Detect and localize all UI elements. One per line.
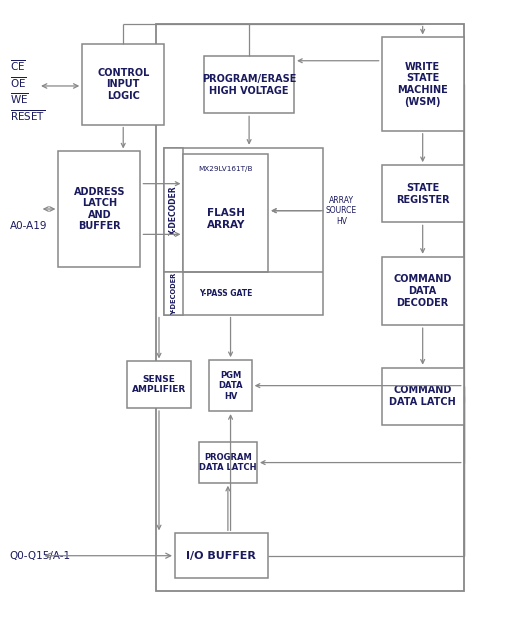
FancyBboxPatch shape	[382, 368, 464, 425]
FancyBboxPatch shape	[127, 361, 191, 408]
FancyBboxPatch shape	[82, 44, 164, 125]
FancyBboxPatch shape	[164, 272, 183, 315]
Text: PROGRAM/ERASE
HIGH VOLTAGE: PROGRAM/ERASE HIGH VOLTAGE	[202, 74, 296, 95]
Text: STATE
REGISTER: STATE REGISTER	[396, 183, 449, 204]
FancyBboxPatch shape	[164, 148, 183, 272]
Text: ADDRESS
LATCH
AND
BUFFER: ADDRESS LATCH AND BUFFER	[74, 187, 125, 231]
Text: MX29LV161T/B: MX29LV161T/B	[199, 166, 253, 173]
Text: WRITE
STATE
MACHINE
(WSM): WRITE STATE MACHINE (WSM)	[398, 62, 448, 107]
Text: X-DECODER: X-DECODER	[170, 185, 178, 235]
Text: $\overline{\rm RESET}$: $\overline{\rm RESET}$	[10, 108, 45, 123]
Text: $\overline{\rm WE}$: $\overline{\rm WE}$	[10, 92, 28, 107]
FancyBboxPatch shape	[58, 151, 140, 267]
Text: $\overline{\rm CE}$: $\overline{\rm CE}$	[10, 58, 25, 73]
Text: FLASH
ARRAY: FLASH ARRAY	[207, 209, 245, 230]
FancyBboxPatch shape	[175, 533, 268, 578]
FancyBboxPatch shape	[199, 442, 257, 483]
Text: $\overline{\rm OE}$: $\overline{\rm OE}$	[10, 75, 26, 90]
Text: Q0-Q15/A-1: Q0-Q15/A-1	[10, 551, 70, 561]
Text: PROGRAM
DATA LATCH: PROGRAM DATA LATCH	[199, 453, 257, 472]
Text: ARRAY
SOURCE
HV: ARRAY SOURCE HV	[326, 196, 357, 226]
Text: Y-DECODER: Y-DECODER	[171, 272, 177, 315]
Text: Y-PASS GATE: Y-PASS GATE	[199, 289, 252, 298]
FancyBboxPatch shape	[209, 360, 252, 411]
Text: SENSE
AMPLIFIER: SENSE AMPLIFIER	[132, 375, 186, 394]
FancyBboxPatch shape	[204, 56, 294, 113]
Text: CONTROL
INPUT
LOGIC: CONTROL INPUT LOGIC	[97, 67, 149, 101]
FancyBboxPatch shape	[164, 148, 323, 315]
Text: A0-A19: A0-A19	[10, 221, 47, 231]
Text: I/O BUFFER: I/O BUFFER	[187, 551, 256, 561]
FancyBboxPatch shape	[382, 165, 464, 222]
FancyBboxPatch shape	[382, 257, 464, 325]
Text: COMMAND
DATA LATCH: COMMAND DATA LATCH	[390, 386, 456, 407]
FancyBboxPatch shape	[183, 154, 268, 272]
Text: PGM
DATA
HV: PGM DATA HV	[218, 371, 243, 401]
FancyBboxPatch shape	[382, 37, 464, 131]
Text: COMMAND
DATA
DECODER: COMMAND DATA DECODER	[393, 274, 452, 308]
